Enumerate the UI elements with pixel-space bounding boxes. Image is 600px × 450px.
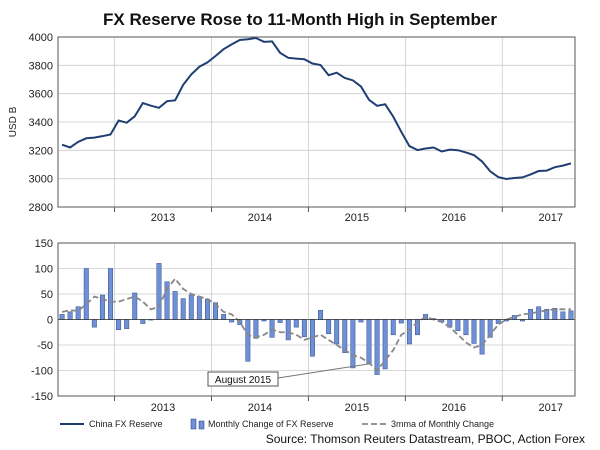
monthly-change-bar <box>455 319 461 331</box>
monthly-change-bar <box>479 319 485 355</box>
monthly-change-bar <box>204 298 210 320</box>
monthly-change-bar <box>560 311 566 320</box>
monthly-change-bar <box>334 319 340 345</box>
top-y-axis-label: USD B <box>8 106 19 137</box>
monthly-change-bar <box>301 319 307 338</box>
top-y-tick-label: 3800 <box>29 60 53 72</box>
monthly-change-bar <box>156 263 162 320</box>
bottom-x-tick-label: 2016 <box>442 402 466 414</box>
top-y-tick-label: 3600 <box>29 89 53 101</box>
monthly-change-bar <box>374 319 380 375</box>
bottom-y-tick-labels: -150 -100 -50 0 50 100 150 <box>31 238 53 403</box>
legend-label-monthly-change: Monthly Change of FX Reserve <box>208 419 334 429</box>
monthly-change-bar <box>253 319 259 339</box>
top-plot-frame <box>57 36 576 208</box>
top-y-tick-label: 3000 <box>29 174 53 186</box>
top-x-tick-label: 2015 <box>345 212 369 224</box>
monthly-change-bar <box>568 310 574 320</box>
bottom-y-tick-label: -150 <box>31 391 53 403</box>
bottom-y-tick-label: 150 <box>35 238 53 250</box>
monthly-change-bar <box>471 319 477 344</box>
top-y-tick-labels: 2800 3000 3200 3400 3600 3800 4000 <box>29 32 53 214</box>
monthly-change-bar <box>245 319 251 362</box>
monthly-change-bar <box>188 294 194 320</box>
bottom-x-tick-label: 2014 <box>248 402 272 414</box>
legend-swatch-monthly-change-2 <box>198 420 205 430</box>
monthly-change-bar <box>366 319 372 365</box>
monthly-change-bar <box>67 311 73 320</box>
monthly-change-bar <box>59 314 65 320</box>
monthly-change-bar <box>463 319 469 336</box>
monthly-change-bar <box>318 310 324 320</box>
bottom-y-tick-label: -100 <box>31 366 53 378</box>
3mma-dashed-line <box>61 277 571 372</box>
monthly-change-bars <box>59 263 574 375</box>
monthly-change-bar <box>390 319 396 336</box>
chart-title: FX Reserve Rose to 11-Month High in Sept… <box>103 10 497 29</box>
monthly-change-bar <box>398 319 404 324</box>
top-x-tick-label: 2016 <box>442 212 466 224</box>
monthly-change-bar <box>83 268 89 320</box>
monthly-change-bar <box>116 319 122 330</box>
monthly-change-bar <box>277 319 283 323</box>
legend-label-3mma: 3mma of Monthly Change <box>391 419 494 429</box>
bottom-y-tick-label: 0 <box>47 315 53 327</box>
monthly-change-bar <box>108 268 113 320</box>
top-x-tick-label: 2017 <box>539 212 563 224</box>
monthly-change-bar <box>172 291 178 320</box>
monthly-change-bar <box>309 319 315 357</box>
august-2015-label-box <box>207 371 279 387</box>
bottom-x-tick-label: 2015 <box>345 402 369 414</box>
top-gridlines <box>58 36 575 212</box>
monthly-change-bar <box>285 319 291 341</box>
monthly-change-bar <box>196 296 202 320</box>
bottom-x-tick-label: 2013 <box>151 402 175 414</box>
top-y-tick-label: 3400 <box>29 117 53 129</box>
bottom-plot-frame <box>57 242 576 397</box>
source-note: Source: Thomson Reuters Datastream, PBOC… <box>266 432 585 446</box>
top-y-tick-label: 4000 <box>29 32 53 44</box>
monthly-change-bar <box>140 319 146 324</box>
monthly-change-bar <box>180 298 186 320</box>
legend-label-china-fx-reserve: China FX Reserve <box>89 419 163 429</box>
bottom-x-tick-label: 2017 <box>539 402 563 414</box>
bottom-y-tick-label: 100 <box>35 264 53 276</box>
monthly-change-bar <box>536 306 542 320</box>
monthly-change-bar <box>326 319 332 335</box>
bottom-y-tick-label: 50 <box>41 289 53 301</box>
monthly-change-bar <box>221 314 227 320</box>
monthly-change-bar <box>91 319 97 328</box>
top-x-tick-label: 2013 <box>151 212 175 224</box>
top-x-tick-label: 2014 <box>248 212 272 224</box>
bottom-x-tick-labels: 2013 2014 2015 2016 2017 <box>151 402 563 414</box>
august-2015-label: August 2015 <box>215 375 272 386</box>
bottom-y-tick-label: -50 <box>37 340 53 352</box>
august-2015-leader-line <box>277 363 370 379</box>
monthly-change-bar <box>293 319 299 328</box>
legend-swatch-monthly-change-1 <box>190 418 197 430</box>
monthly-change-bar <box>124 319 130 329</box>
monthly-change-bar <box>269 319 275 338</box>
monthly-change-bar <box>342 319 348 353</box>
china-fx-reserve-line <box>61 36 572 180</box>
top-x-tick-labels: 2013 2014 2015 2016 2017 <box>151 212 563 224</box>
monthly-change-bar <box>350 319 356 369</box>
top-y-tick-label: 2800 <box>29 202 53 214</box>
top-y-tick-label: 3200 <box>29 145 53 157</box>
